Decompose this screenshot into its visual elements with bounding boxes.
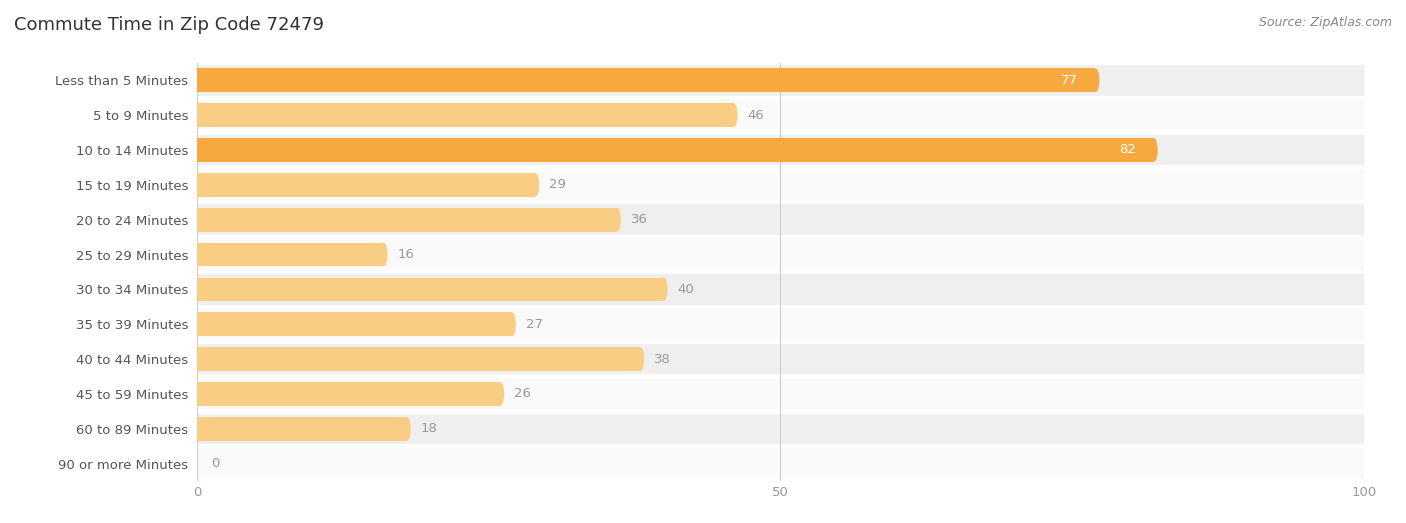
Bar	[197, 173, 536, 197]
Circle shape	[531, 173, 540, 197]
Circle shape	[191, 309, 202, 339]
Circle shape	[191, 134, 202, 165]
Circle shape	[193, 417, 201, 441]
Circle shape	[508, 312, 516, 336]
Bar	[197, 204, 1364, 235]
Bar	[197, 344, 1364, 374]
Circle shape	[191, 204, 202, 235]
Circle shape	[193, 69, 201, 92]
Text: 29: 29	[550, 178, 567, 191]
Circle shape	[1358, 100, 1369, 130]
Bar	[197, 239, 1364, 270]
Circle shape	[191, 448, 202, 479]
Circle shape	[193, 278, 201, 301]
Circle shape	[1358, 379, 1369, 410]
Circle shape	[193, 312, 201, 336]
Circle shape	[191, 344, 202, 374]
Text: 46: 46	[748, 109, 765, 121]
Circle shape	[193, 103, 201, 127]
Circle shape	[191, 169, 202, 200]
Circle shape	[1358, 134, 1369, 165]
Circle shape	[191, 239, 202, 270]
Bar	[197, 417, 406, 441]
Circle shape	[191, 65, 202, 96]
Circle shape	[193, 347, 201, 371]
Text: 82: 82	[1119, 143, 1136, 156]
Circle shape	[193, 382, 201, 406]
Bar	[197, 347, 640, 371]
Bar	[197, 138, 1154, 162]
Text: 36: 36	[631, 213, 648, 226]
Text: 16: 16	[398, 248, 415, 261]
Circle shape	[1358, 65, 1369, 96]
Bar	[197, 65, 1364, 96]
Bar	[197, 448, 1364, 479]
Text: 26: 26	[515, 388, 531, 401]
Circle shape	[613, 208, 621, 232]
Circle shape	[1358, 309, 1369, 339]
Circle shape	[1358, 344, 1369, 374]
Circle shape	[193, 208, 201, 232]
Circle shape	[404, 417, 411, 441]
Circle shape	[1150, 138, 1157, 162]
Bar	[197, 103, 734, 127]
Circle shape	[193, 243, 201, 266]
Text: 77: 77	[1062, 74, 1078, 87]
Bar	[197, 134, 1364, 165]
Circle shape	[193, 173, 201, 197]
Bar	[197, 312, 512, 336]
Circle shape	[380, 243, 388, 266]
Bar	[197, 414, 1364, 444]
Text: Source: ZipAtlas.com: Source: ZipAtlas.com	[1258, 16, 1392, 29]
Bar	[197, 169, 1364, 200]
Text: 0: 0	[211, 457, 219, 470]
Circle shape	[1358, 204, 1369, 235]
Circle shape	[191, 379, 202, 410]
Bar	[197, 278, 664, 301]
Text: Commute Time in Zip Code 72479: Commute Time in Zip Code 72479	[14, 16, 323, 33]
Circle shape	[730, 103, 738, 127]
Circle shape	[496, 382, 505, 406]
Text: 18: 18	[420, 423, 437, 435]
Text: 38: 38	[654, 353, 671, 366]
Circle shape	[1358, 169, 1369, 200]
Circle shape	[191, 414, 202, 444]
Circle shape	[193, 138, 201, 162]
Circle shape	[191, 100, 202, 130]
Circle shape	[1358, 239, 1369, 270]
Bar	[197, 379, 1364, 410]
Bar	[197, 274, 1364, 305]
Circle shape	[1358, 448, 1369, 479]
Text: 27: 27	[526, 318, 543, 331]
Bar	[197, 382, 501, 406]
Circle shape	[637, 347, 644, 371]
Circle shape	[1358, 414, 1369, 444]
Bar	[197, 208, 617, 232]
Bar	[197, 69, 1095, 92]
Circle shape	[659, 278, 668, 301]
Bar	[197, 309, 1364, 339]
Circle shape	[1358, 274, 1369, 305]
Text: 40: 40	[678, 283, 695, 296]
Circle shape	[1091, 69, 1099, 92]
Bar	[197, 100, 1364, 130]
Circle shape	[191, 274, 202, 305]
Bar	[197, 243, 384, 266]
